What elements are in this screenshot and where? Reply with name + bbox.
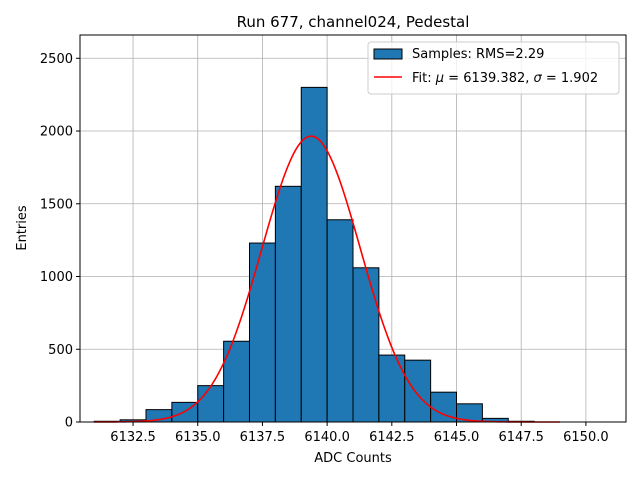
y-axis-ticks: 0 500 1000 1500 2000 2500: [40, 52, 80, 431]
legend-fit-sigma-text: = 1.902: [542, 71, 598, 86]
legend-samples-label: Samples: RMS=2.29: [412, 47, 544, 62]
legend-box: [367, 41, 620, 95]
legend-fit-mu-symbol: μ: [435, 71, 444, 86]
legend: Samples: RMS=2.29 Fit: μ = 6139.382, σ =…: [367, 41, 620, 95]
histogram-bar-7: [274, 185, 302, 423]
histogram-bar-6: [248, 242, 276, 423]
legend-samples-swatch: [373, 48, 403, 60]
y-tick-label-1: 500: [48, 343, 73, 358]
y-tick-label-5: 2500: [40, 52, 73, 67]
legend-fit-label: Fit: μ = 6139.382, σ = 1.902: [412, 71, 598, 86]
y-axis-label: Entries: [15, 205, 30, 251]
x-tick-label-6: 6147.5: [498, 430, 544, 445]
x-axis-ticks: 6132.5 6135.0 6137.5 6140.0 6142.5 6145.0 6147…: [110, 422, 609, 445]
histogram-bar-9: [326, 219, 354, 423]
x-tick-label-4: 6142.5: [369, 430, 415, 445]
fit-curve: [94, 135, 561, 423]
histogram-bar-4: [197, 385, 225, 423]
x-tick-label-7: 6150.0: [563, 430, 609, 445]
x-tick-label-1: 6135.0: [175, 430, 221, 445]
x-tick-label-5: 6145.0: [434, 430, 480, 445]
x-axis-label: ADC Counts: [314, 451, 392, 466]
x-tick-label-3: 6140.0: [304, 430, 350, 445]
x-tick-label-2: 6137.5: [240, 430, 286, 445]
x-tick-label-0: 6132.5: [110, 430, 156, 445]
chart-title: Run 677, channel024, Pedestal: [237, 13, 470, 31]
y-tick-label-2: 1000: [40, 270, 73, 285]
legend-fit-mu-text: = 6139.382,: [444, 71, 533, 86]
legend-fit-prefix: Fit:: [412, 71, 436, 86]
histogram-bar-12: [404, 359, 432, 423]
y-tick-label-0: 0: [65, 416, 73, 431]
fit-curve-group: [94, 135, 561, 423]
legend-fit-sigma-symbol: σ: [534, 71, 543, 86]
y-tick-label-4: 2000: [40, 125, 73, 140]
histogram-bar-10: [352, 267, 380, 423]
histogram-bar-11: [378, 354, 406, 423]
y-tick-label-3: 1500: [40, 197, 73, 212]
plot-frame: [79, 34, 627, 423]
